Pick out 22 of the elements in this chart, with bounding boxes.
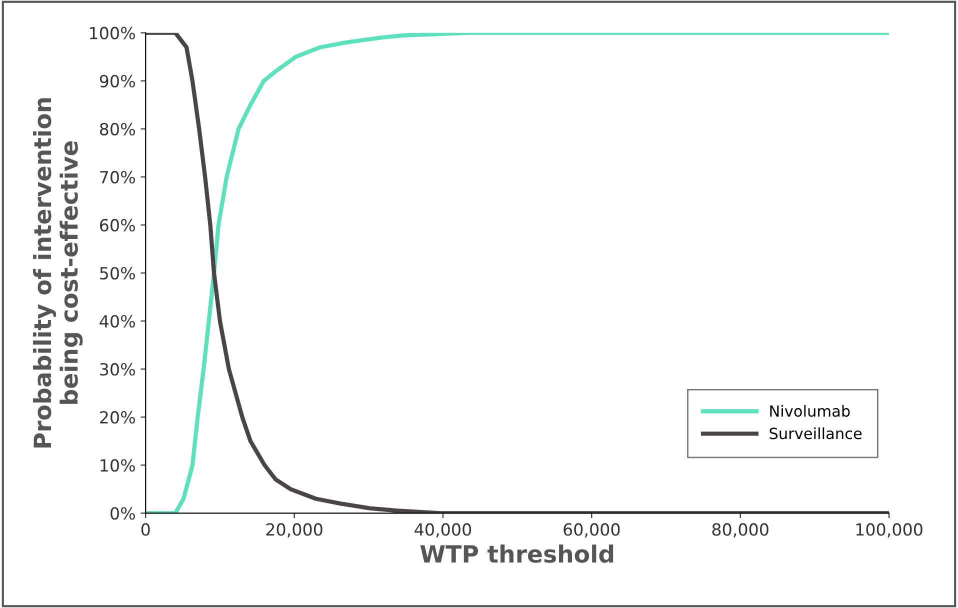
x-tick-label: 40,000 [414,523,472,538]
y-axis-title: Probability of intervention being cost-effective [33,98,83,448]
y-tick-label: 90% [100,74,135,88]
y-tick-label: 50% [100,266,135,280]
y-tick-label: 60% [100,218,135,232]
x-tick-label: 80,000 [712,523,768,538]
y-tick-label: 100% [90,26,135,40]
y-tick-label: 70% [100,170,135,184]
y-tick-label: 20% [100,411,135,424]
y-tick-label: 0% [110,507,135,520]
legend-label: Nivolumab [770,404,850,417]
y-tick-label: 30% [100,363,135,376]
x-tick-label: 0 [141,523,150,536]
legend-label: Surveillance [770,427,862,440]
y-tick-label: 80% [100,122,135,136]
y-tick-label: 40% [100,314,135,328]
y-tick-label: 10% [100,459,135,472]
x-tick-label: 100,000 [856,523,922,538]
x-tick-label: 20,000 [266,523,322,538]
x-axis-title: WTP threshold [420,544,614,563]
line-series [146,32,890,514]
x-tick-label: 60,000 [564,523,620,538]
